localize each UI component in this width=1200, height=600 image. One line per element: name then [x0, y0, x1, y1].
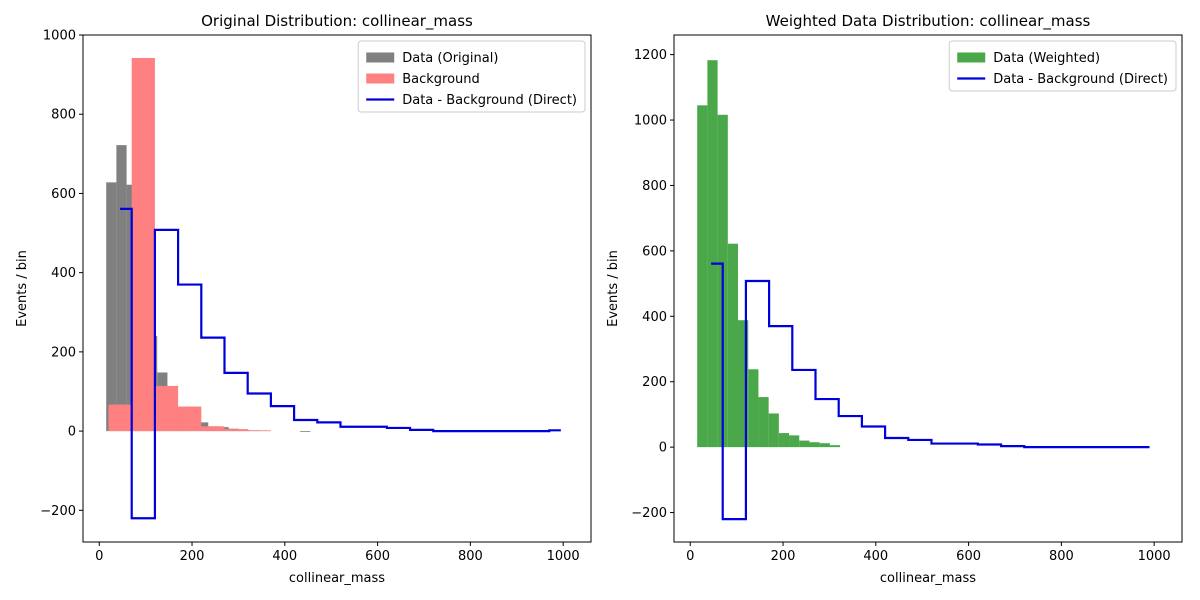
bar-1-3	[178, 406, 202, 432]
y-tick-label: 200	[642, 375, 667, 390]
y-axis-label: Events / bin	[15, 250, 30, 327]
legend: Data (Weighted) Data - Background (Direct…	[948, 40, 1177, 92]
bar-0-12	[819, 443, 830, 448]
legend-swatch-1	[366, 73, 395, 84]
x-tick-label: 0	[686, 549, 694, 564]
legend-label-0: Data (Weighted)	[993, 51, 1100, 66]
bar-1-4	[201, 426, 225, 432]
y-tick-label: −200	[631, 506, 667, 521]
y-tick-label: 1000	[43, 29, 76, 44]
legend-swatch-0	[957, 52, 986, 63]
y-tick-label: 1200	[634, 48, 667, 63]
bar-0-4	[738, 320, 749, 448]
bar-1-1	[131, 57, 155, 432]
legend-label-2: Data - Background (Direct)	[402, 93, 577, 108]
bar-1-2	[154, 385, 179, 432]
chart-title: Weighted Data Distribution: collinear_ma…	[766, 12, 1091, 31]
legend-label-1: Background	[402, 72, 480, 87]
x-tick-label: 800	[1049, 549, 1074, 564]
bar-0-16	[300, 431, 311, 432]
x-tick-label: 600	[365, 549, 390, 564]
y-tick-label: 200	[51, 345, 76, 360]
step-line-2	[120, 207, 561, 520]
x-tick-label: 0	[95, 549, 103, 564]
bar-0-7	[768, 413, 779, 448]
y-tick-label: 0	[68, 425, 76, 440]
y-axis-label: Events / bin	[606, 250, 621, 327]
legend-label-0: Data (Original)	[402, 51, 498, 66]
x-axis-label: collinear_mass	[289, 571, 385, 586]
x-tick-label: 200	[771, 549, 796, 564]
bar-0-13	[829, 445, 841, 448]
bar-1-6	[247, 430, 271, 432]
axes-frame	[82, 34, 592, 543]
x-tick-label: 200	[180, 549, 205, 564]
bar-0-3	[727, 243, 739, 448]
bar-0-0	[106, 182, 117, 432]
x-tick-label: 800	[458, 549, 483, 564]
y-tick-label: 600	[51, 187, 76, 202]
y-tick-label: 800	[51, 108, 76, 123]
x-tick-label: 400	[272, 549, 297, 564]
x-axis-label: collinear_mass	[880, 571, 976, 586]
y-tick-label: 1000	[634, 114, 667, 129]
legend-box	[357, 40, 586, 113]
bar-0-11	[809, 442, 820, 448]
chart-title: Original Distribution: collinear_mass	[201, 12, 473, 31]
series-0	[697, 60, 841, 448]
y-tick-label: 0	[659, 441, 667, 456]
bar-0-6	[758, 397, 769, 448]
y-tick-label: 400	[51, 266, 76, 281]
legend-box	[948, 40, 1177, 92]
bar-0-1	[707, 60, 718, 448]
bar-0-5	[748, 369, 759, 448]
x-tick-label: 400	[863, 549, 888, 564]
x-tick-label: 600	[956, 549, 981, 564]
bar-0-10	[799, 440, 810, 448]
series-2	[120, 207, 561, 520]
plot-area	[106, 57, 561, 520]
y-tick-label: −200	[40, 504, 76, 519]
x-tick-label: 1000	[547, 549, 580, 564]
bar-1-0	[108, 404, 132, 432]
legend-swatch-0	[366, 52, 395, 63]
step-line-1	[711, 262, 1150, 521]
bar-0-9	[789, 435, 800, 448]
y-tick-label: 400	[642, 310, 667, 325]
bar-0-1	[116, 145, 127, 432]
x-tick-label: 1000	[1138, 549, 1171, 564]
legend: Data (Original) Background Data - Backgrou…	[357, 40, 586, 113]
plot-area	[697, 60, 1150, 521]
y-tick-label: 800	[642, 179, 667, 194]
chart-panel-1: 0 200 400 600 800 1000 −200 0 200 400 600 800 1000 12…	[606, 12, 1183, 586]
bar-0-8	[778, 433, 790, 448]
y-tick-label: 600	[642, 244, 667, 259]
chart-panel-0: 0 200 400 600 800 1000 −200 0 200 400 600 800 1000 Or…	[15, 12, 592, 586]
series-1	[108, 57, 271, 432]
bar-0-0	[697, 105, 708, 448]
series-1	[711, 262, 1150, 521]
axes-frame	[673, 34, 1183, 543]
bar-1-5	[224, 429, 248, 432]
legend-label-1: Data - Background (Direct)	[993, 72, 1168, 87]
